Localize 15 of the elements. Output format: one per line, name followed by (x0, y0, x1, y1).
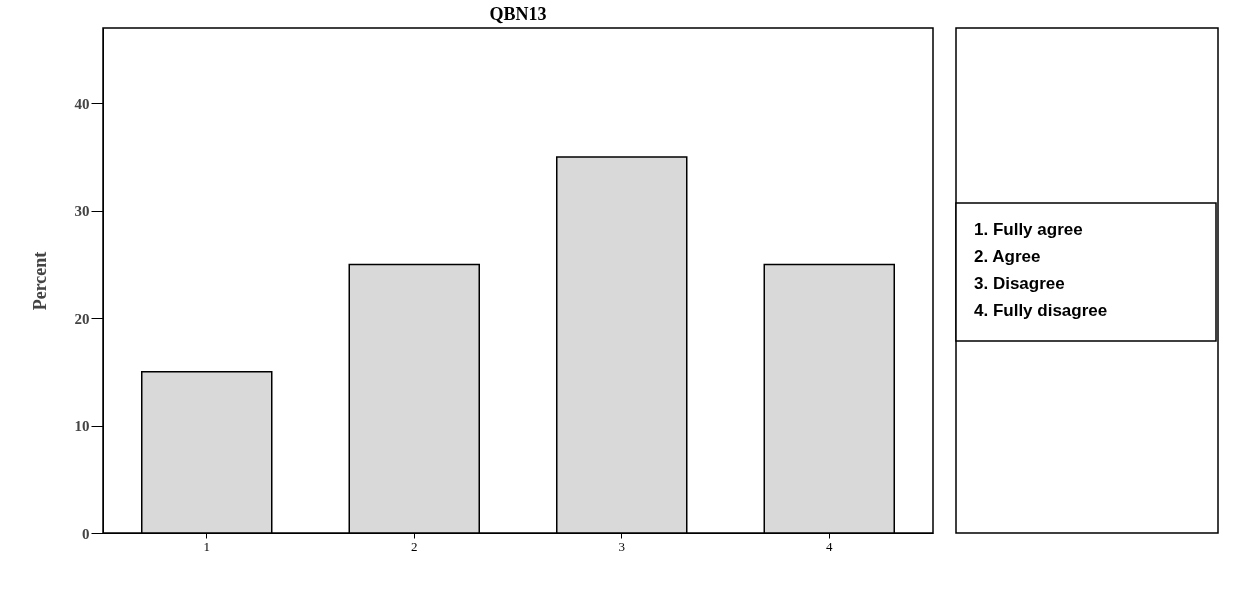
chart-title: QBN13 (489, 4, 547, 24)
y-tick-label: 20 (74, 310, 90, 327)
x-tick-label: 2 (411, 538, 418, 554)
y-tick-label: 30 (74, 203, 90, 220)
x-tick-label: 1 (203, 538, 210, 554)
text: 2. Agree (974, 247, 1041, 266)
text: 4. Fully disagree (974, 301, 1108, 320)
y-tick-label: 10 (74, 418, 90, 435)
text: 3. Disagree (974, 274, 1065, 293)
y-axis-title: Percent (29, 251, 50, 311)
y-tick-label: 40 (74, 95, 90, 112)
x-tick-label: 4 (826, 538, 833, 554)
x-tick-label: 3 (618, 538, 625, 554)
y-tick-label: 0 (82, 525, 90, 542)
text: 1. Fully agree (974, 220, 1083, 239)
